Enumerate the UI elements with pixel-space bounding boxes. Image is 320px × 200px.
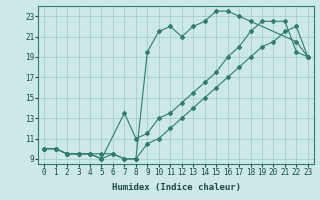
X-axis label: Humidex (Indice chaleur): Humidex (Indice chaleur) bbox=[111, 183, 241, 192]
